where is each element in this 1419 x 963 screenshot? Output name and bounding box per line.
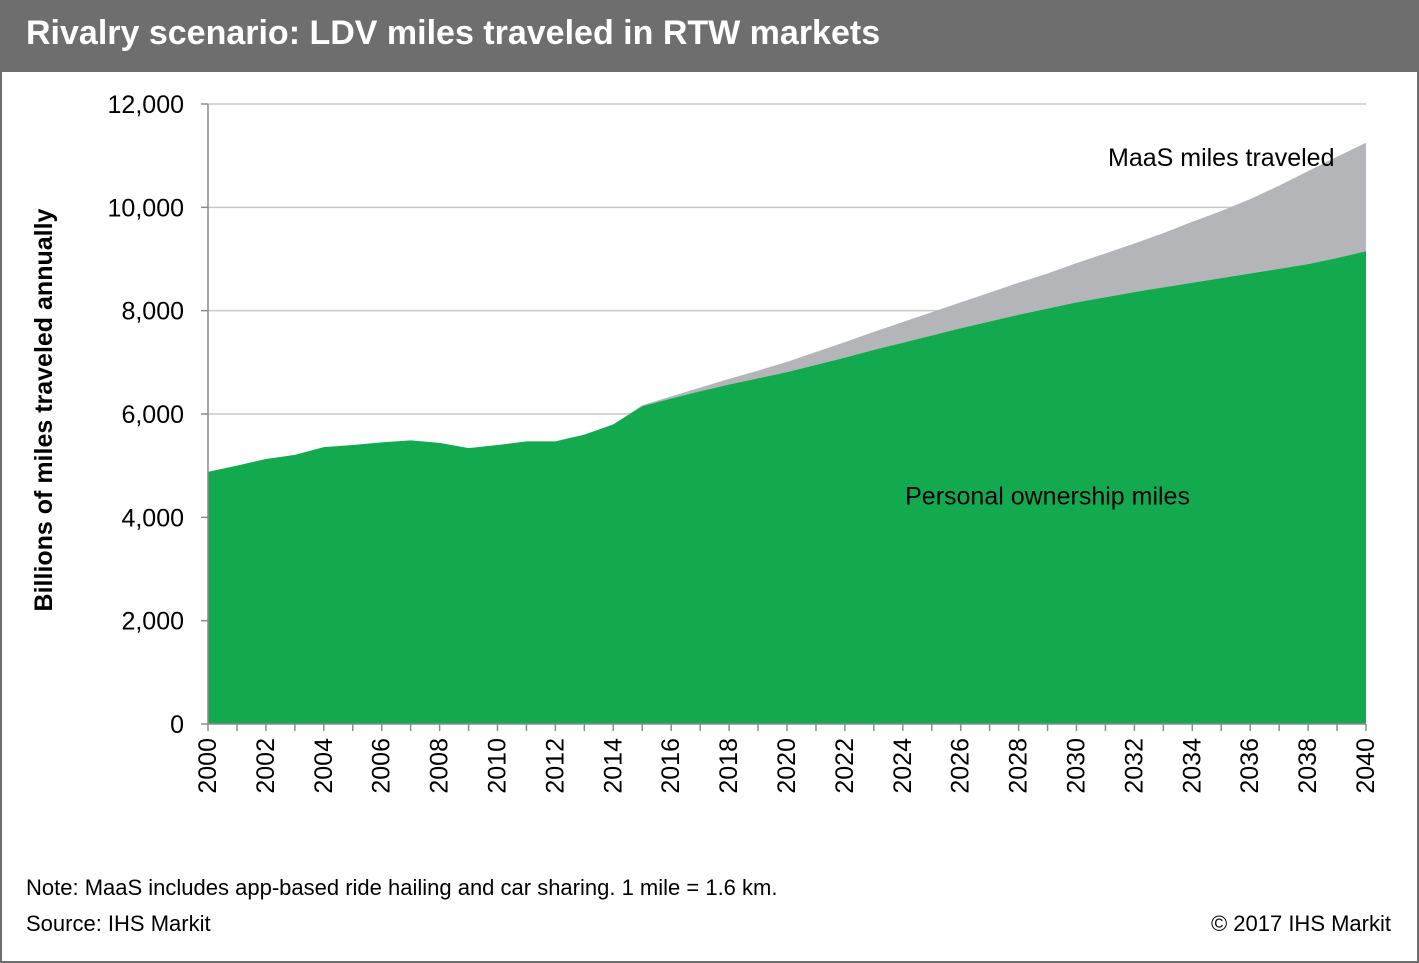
x-tick-label: 2008 — [426, 738, 454, 794]
x-tick-label: 2004 — [310, 738, 338, 794]
chart-title: Rivalry scenario: LDV miles traveled in … — [26, 14, 881, 52]
x-tick-label: 2012 — [541, 738, 569, 794]
x-tick-label: 2018 — [715, 738, 743, 794]
x-tick-label: 2028 — [1005, 738, 1033, 794]
y-tick-label: 0 — [170, 711, 184, 739]
copyright: © 2017 IHS Markit — [1210, 911, 1391, 936]
x-tick-label: 2000 — [194, 738, 222, 794]
x-tick-label: 2022 — [831, 738, 859, 794]
maas-series-label: MaaS miles traveled — [1108, 144, 1334, 172]
x-tick-label: 2036 — [1236, 738, 1264, 794]
x-tick-label: 2038 — [1294, 738, 1322, 794]
axes: 0 2,000 4,000 6,000 8,000 10,000 12,000 2000 200… — [108, 91, 1380, 794]
x-tick-label: 2032 — [1120, 738, 1148, 794]
personal-series-label: Personal ownership miles — [905, 482, 1190, 510]
x-tick-label: 2030 — [1063, 738, 1091, 794]
x-tick-label: 2024 — [889, 738, 917, 794]
x-tick-label: 2016 — [657, 738, 685, 794]
title-bar: Rivalry scenario: LDV miles traveled in … — [0, 0, 1419, 72]
y-tick-label: 6,000 — [121, 401, 184, 429]
x-tick-label: 2026 — [947, 738, 975, 794]
x-tick-label: 2040 — [1352, 738, 1380, 794]
y-tick-label: 2,000 — [121, 608, 184, 636]
y-tick-label: 4,000 — [121, 504, 184, 532]
x-tick-label: 2006 — [368, 738, 396, 794]
x-tick-label: 2014 — [599, 738, 627, 794]
x-tick-label: 2020 — [773, 738, 801, 794]
y-tick-label: 12,000 — [108, 91, 184, 119]
x-tick-label: 2010 — [484, 738, 512, 794]
footnote: Note: MaaS includes app-based ride haili… — [26, 875, 778, 900]
y-tick-label: 10,000 — [108, 194, 184, 222]
personal-ownership-area — [208, 251, 1366, 724]
source-line: Source: IHS Markit — [26, 911, 211, 936]
x-tick-label: 2034 — [1178, 738, 1206, 794]
x-tick-label: 2002 — [252, 738, 280, 794]
y-tick-label: 8,000 — [121, 298, 184, 326]
y-axis-label: Billions of miles traveled annually — [30, 208, 58, 611]
